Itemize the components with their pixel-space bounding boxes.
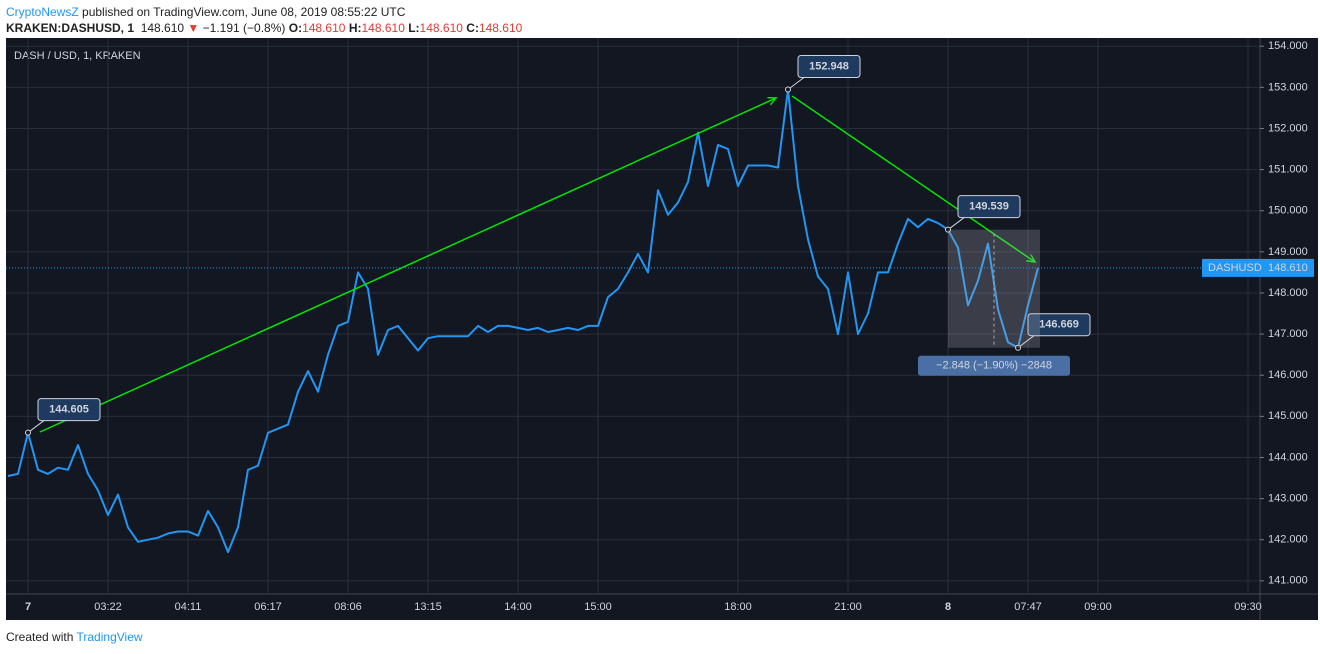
x-tick-label: 09:00: [1084, 601, 1112, 613]
callout-stem: [27, 420, 45, 433]
callout-stem: [947, 217, 965, 231]
tv-brand[interactable]: TradingView: [76, 630, 143, 644]
y-tick-label: 145.000: [1268, 410, 1308, 422]
callout-box: [797, 54, 861, 78]
ohlc-value: 148.610: [302, 21, 346, 35]
header: CryptoNewsZ published on TradingView.com…: [6, 4, 522, 36]
y-tick-label: 150.000: [1268, 205, 1308, 217]
y-tick-label: 141.000: [1268, 575, 1308, 587]
y-tick-label: 143.000: [1268, 492, 1308, 504]
price-label-value: 148.610: [1268, 262, 1308, 274]
y-tick-label: 151.000: [1268, 164, 1308, 176]
x-tick-label: 14:00: [504, 601, 532, 613]
y-tick-label: 153.000: [1268, 81, 1308, 93]
footer: Created with TradingView: [6, 630, 143, 644]
created-with: Created with: [6, 630, 74, 644]
measure-label-box: [918, 355, 1070, 376]
y-tick-label: 154.000: [1268, 40, 1308, 52]
x-tick-label: 18:00: [724, 601, 752, 613]
price-label-box: [1202, 258, 1314, 277]
y-tick-label: 149.000: [1268, 246, 1308, 258]
y-tick-label: 146.000: [1268, 369, 1308, 381]
chart-title: DASH / USD, 1, KRAKEN: [14, 50, 141, 62]
published: published on TradingView.com, June 08, 2…: [82, 5, 406, 19]
x-tick-label: 8: [945, 601, 951, 613]
callout-point: [945, 226, 951, 233]
x-tick-label: 08:06: [334, 601, 362, 613]
callout-stem: [1017, 335, 1035, 349]
down-arrow: ▼: [187, 21, 200, 35]
callout-point: [25, 429, 31, 436]
symbol: KRAKEN:DASHUSD, 1: [6, 21, 135, 35]
x-tick-label: 15:00: [584, 601, 612, 613]
y-tick-label: 152.000: [1268, 122, 1308, 134]
ohlc-label: C:: [466, 21, 479, 35]
y-tick-label: 144.000: [1268, 451, 1308, 463]
ohlc-value: 148.610: [361, 21, 405, 35]
ohlc: O:148.610 H:148.610 L:148.610 C:148.610: [289, 21, 523, 35]
x-tick-label: 07:47: [1014, 601, 1042, 613]
callout-stem: [787, 77, 805, 90]
x-tick-label: 03:22: [94, 601, 122, 613]
callout-point: [785, 86, 791, 93]
y-tick-label: 148.000: [1268, 287, 1308, 299]
callout-box: [37, 398, 101, 422]
ohlc-label: H:: [348, 21, 362, 35]
callout-text: 144.605: [49, 403, 89, 415]
y-tick-label: 142.000: [1268, 534, 1308, 546]
author[interactable]: CryptoNewsZ: [6, 5, 79, 19]
chart-background: [6, 38, 1318, 620]
callout-text: 152.948: [809, 60, 849, 72]
x-tick-label: 21:00: [834, 601, 862, 613]
publish-line: CryptoNewsZ published on TradingView.com…: [6, 4, 522, 20]
callout-text: 149.539: [969, 201, 1009, 213]
measure-label: −2.848 (−1.90%) −2848: [936, 360, 1052, 372]
x-tick-label: 7: [25, 601, 31, 613]
price: 148.610: [140, 21, 185, 35]
ohlc-value: 148.610: [478, 21, 523, 35]
trend-arrow: [39, 98, 776, 433]
x-tick-label: 06:17: [254, 601, 282, 613]
change: −1.191 (−0.8%): [202, 21, 286, 35]
x-tick-label: 13:15: [414, 601, 442, 613]
ohlc-label: O:: [288, 21, 303, 35]
price-line: [7, 88, 1039, 554]
callout-text: 146.669: [1039, 319, 1079, 331]
callout-point: [1015, 344, 1021, 351]
y-tick-label: 147.000: [1268, 328, 1308, 340]
ohlc-label: L:: [408, 21, 420, 35]
ohlc-value: 148.610: [419, 21, 463, 35]
price-label-symbol: DASHUSD: [1208, 262, 1262, 274]
callout-box: [1027, 313, 1091, 337]
quote-line: KRAKEN:DASHUSD, 1 148.610 ▼ −1.191 (−0.8…: [6, 20, 522, 36]
x-tick-label: 09:30: [1234, 601, 1262, 613]
callout-box: [957, 195, 1021, 219]
x-tick-label: 04:11: [175, 601, 202, 613]
